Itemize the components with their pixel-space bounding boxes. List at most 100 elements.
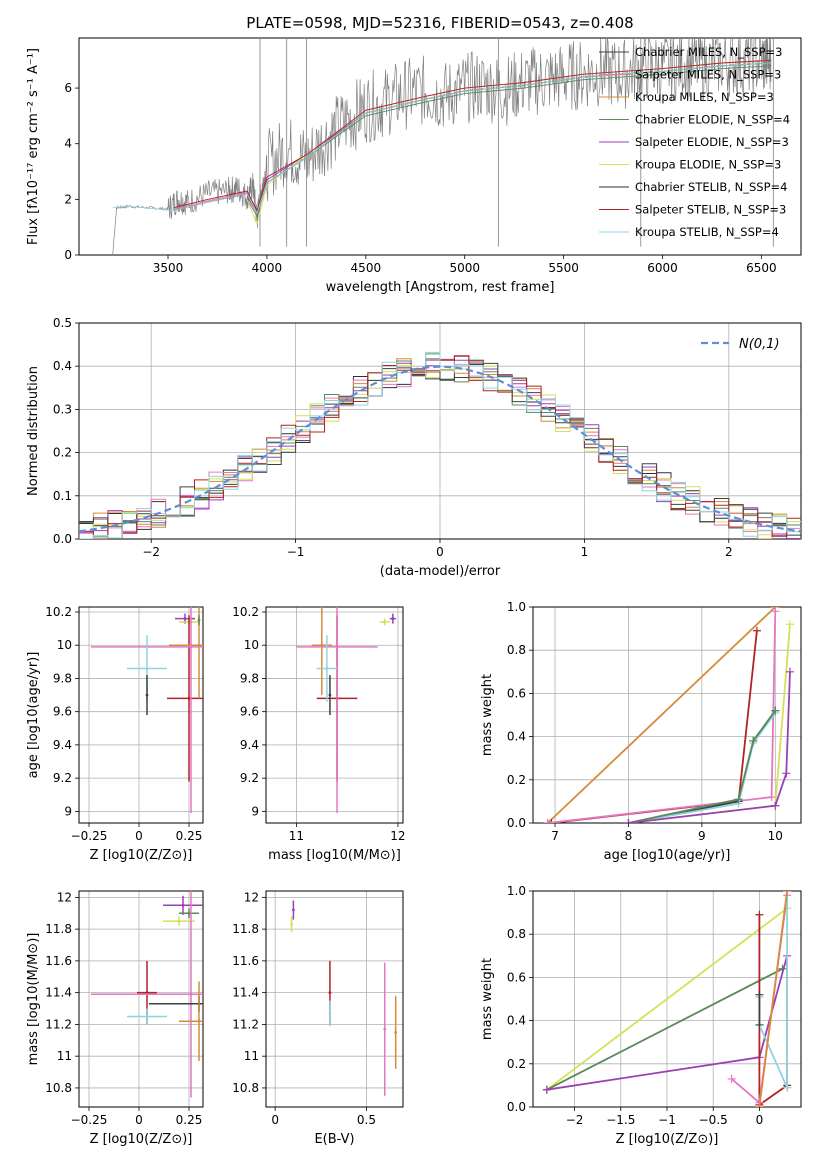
ytick-label: 12 xyxy=(244,890,259,904)
ytick-label: 9.8 xyxy=(53,671,72,685)
ytick-label: 9 xyxy=(251,804,259,818)
ytick-label: 0 xyxy=(64,248,72,262)
weight-marker xyxy=(542,1085,551,1094)
plot-area xyxy=(91,607,203,814)
data-point xyxy=(292,908,295,912)
xtick-label: 4500 xyxy=(351,261,382,275)
xtick-label: 12 xyxy=(390,829,405,843)
data-point xyxy=(320,643,324,647)
weight-marker xyxy=(734,795,743,804)
x-axis-label: E(B-V) xyxy=(314,1132,354,1147)
legend-label: Kroupa ELODIE, N_SSP=3 xyxy=(635,158,781,172)
ytick-label: 0.4 xyxy=(53,359,72,373)
data-point xyxy=(181,903,185,907)
ytick-label: 11.6 xyxy=(232,954,259,968)
data-point xyxy=(328,991,332,995)
x-axis-label: mass [log10(M/M⊙)] xyxy=(268,848,401,863)
legend-label: Chabrier ELODIE, N_SSP=4 xyxy=(635,113,790,127)
legend-label: Salpeter STELIB, N_SSP=3 xyxy=(635,203,786,217)
weight-series-line xyxy=(546,967,783,1091)
axes-frame xyxy=(78,37,802,256)
xtick-label: 5000 xyxy=(449,261,480,275)
weight-marker xyxy=(755,990,764,999)
panel-age_vs_mass: 11 12 9 9.2 9.4 9.6 9.8 10 10.2 mass [log10(M/M⊙)… xyxy=(232,605,405,863)
xtick-label: 0.5 xyxy=(357,1113,376,1127)
ytick-label: 9.6 xyxy=(240,705,259,719)
y-axis-label: mass [log10(M/M⊙)] xyxy=(26,933,41,1066)
ytick-label: 11 xyxy=(244,1049,259,1063)
data-point xyxy=(328,1011,332,1015)
weight-series-line xyxy=(551,630,758,823)
weight-marker xyxy=(767,793,776,802)
legend-label: Chabrier MILES, N_SSP=3 xyxy=(635,45,782,59)
histogram-step xyxy=(79,351,801,539)
legend-label: Salpeter ELODIE, N_SSP=3 xyxy=(635,135,789,149)
axes-frame xyxy=(78,890,204,1108)
xtick-label: 0 xyxy=(135,1113,143,1127)
legend-label: Kroupa STELIB, N_SSP=4 xyxy=(635,225,779,239)
data-point xyxy=(197,1019,201,1023)
ytick-label: 1.0 xyxy=(507,600,526,614)
ytick-label: 11.6 xyxy=(45,954,72,968)
x-axis-label: Z [log10(Z/Z⊙)] xyxy=(90,848,193,863)
x-axis-label: Z [log10(Z/Z⊙)] xyxy=(616,1132,719,1147)
x-axis-label: (data-model)/error xyxy=(380,564,501,579)
panel-weight_vs_age: 7 8 9 10 0.0 0.2 0.4 0.6 0.8 1.0 age [log10(age/yr… xyxy=(480,600,802,863)
xtick-label: −1 xyxy=(658,1113,676,1127)
ytick-label: 1.0 xyxy=(507,884,526,898)
ytick-label: 0.1 xyxy=(53,489,72,503)
ytick-label: 11.2 xyxy=(232,1017,259,1031)
xtick-label: 0 xyxy=(135,829,143,843)
ytick-label: 0.0 xyxy=(507,816,526,830)
panel-age_vs_Z: −0.25 0 0.25 9 9.2 9.4 9.6 9.8 10 10.2 Z [log10(Z/… xyxy=(26,605,204,863)
data-point xyxy=(189,645,193,649)
ytick-label: 10 xyxy=(57,638,72,652)
ytick-label: 9.4 xyxy=(53,738,72,752)
ytick-label: 0.2 xyxy=(53,446,72,460)
data-point xyxy=(391,617,395,621)
y-axis-label: Flux [fλ10⁻¹⁷ erg cm⁻² s⁻¹ A⁻¹] xyxy=(26,48,41,245)
ytick-label: 0.0 xyxy=(53,532,72,546)
xtick-label: 6500 xyxy=(746,261,777,275)
plot-area xyxy=(542,891,792,1107)
weight-marker xyxy=(771,706,780,715)
xtick-label: −0.5 xyxy=(699,1113,728,1127)
data-point xyxy=(187,696,191,700)
ytick-label: 11.4 xyxy=(45,986,72,1000)
xtick-label: 6000 xyxy=(647,261,678,275)
ytick-label: 9 xyxy=(64,804,72,818)
x-axis-label: Z [log10(Z/Z⊙)] xyxy=(90,1132,193,1147)
ytick-label: 0.8 xyxy=(507,927,526,941)
weight-marker xyxy=(543,819,552,823)
weight-marker xyxy=(624,819,633,823)
ytick-label: 0.4 xyxy=(507,1014,526,1028)
data-point xyxy=(383,1027,387,1031)
data-point xyxy=(183,617,187,621)
normal-reference-curve xyxy=(79,365,801,533)
axes-frame xyxy=(532,606,802,824)
legend-label: Chabrier STELIB, N_SSP=4 xyxy=(635,180,787,194)
y-axis-label: mass weight xyxy=(480,958,495,1040)
ytick-label: 10.8 xyxy=(45,1081,72,1095)
data-point xyxy=(187,911,191,915)
weight-marker xyxy=(749,736,758,745)
xtick-label: 8 xyxy=(625,829,633,843)
data-point xyxy=(383,620,387,624)
ytick-label: 11.8 xyxy=(232,922,259,936)
data-point xyxy=(145,1015,149,1018)
ytick-label: 10.2 xyxy=(45,605,72,619)
model-series-line xyxy=(173,59,772,212)
data-point xyxy=(145,991,149,995)
data-point xyxy=(177,919,181,923)
data-point xyxy=(335,645,339,649)
panels: 3500 4000 4500 5000 5500 6000 6500 0 2 4 6 waveleng… xyxy=(26,37,802,1147)
ytick-label: 0.6 xyxy=(507,970,526,984)
ytick-label: 0.2 xyxy=(507,1057,526,1071)
panel-spectrum: 3500 4000 4500 5000 5500 6000 6500 0 2 4 6 waveleng… xyxy=(26,37,802,295)
x-axis-label: age [log10(age/yr)] xyxy=(604,848,731,863)
ytick-label: 2 xyxy=(64,192,72,206)
xtick-label: −0.25 xyxy=(71,1113,108,1127)
ytick-label: 0.2 xyxy=(507,773,526,787)
xtick-label: 5500 xyxy=(548,261,579,275)
weight-marker xyxy=(755,910,764,919)
